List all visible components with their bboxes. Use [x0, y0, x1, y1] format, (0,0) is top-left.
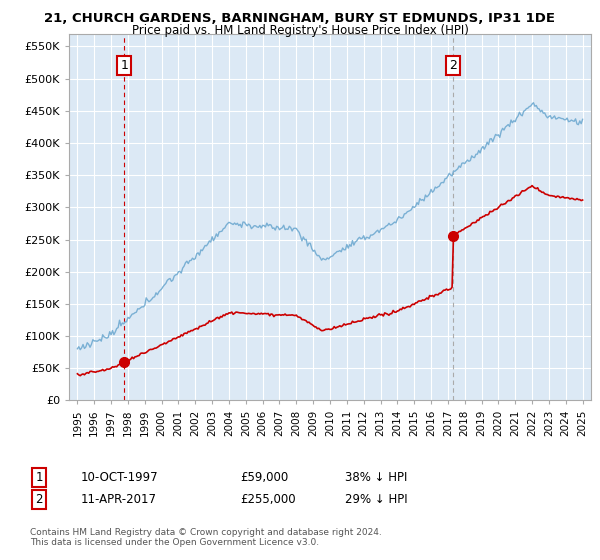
Text: 2: 2 — [449, 59, 457, 72]
Text: £255,000: £255,000 — [240, 493, 296, 506]
Text: 38% ↓ HPI: 38% ↓ HPI — [345, 470, 407, 484]
Text: 11-APR-2017: 11-APR-2017 — [81, 493, 157, 506]
Text: 10-OCT-1997: 10-OCT-1997 — [81, 470, 158, 484]
Text: 1: 1 — [120, 59, 128, 72]
Text: £59,000: £59,000 — [240, 470, 288, 484]
Text: 21, CHURCH GARDENS, BARNINGHAM, BURY ST EDMUNDS, IP31 1DE: 21, CHURCH GARDENS, BARNINGHAM, BURY ST … — [44, 12, 556, 25]
Text: Contains HM Land Registry data © Crown copyright and database right 2024.
This d: Contains HM Land Registry data © Crown c… — [30, 528, 382, 547]
Text: 29% ↓ HPI: 29% ↓ HPI — [345, 493, 407, 506]
Text: 1: 1 — [35, 470, 43, 484]
Text: Price paid vs. HM Land Registry's House Price Index (HPI): Price paid vs. HM Land Registry's House … — [131, 24, 469, 37]
Text: 2: 2 — [35, 493, 43, 506]
